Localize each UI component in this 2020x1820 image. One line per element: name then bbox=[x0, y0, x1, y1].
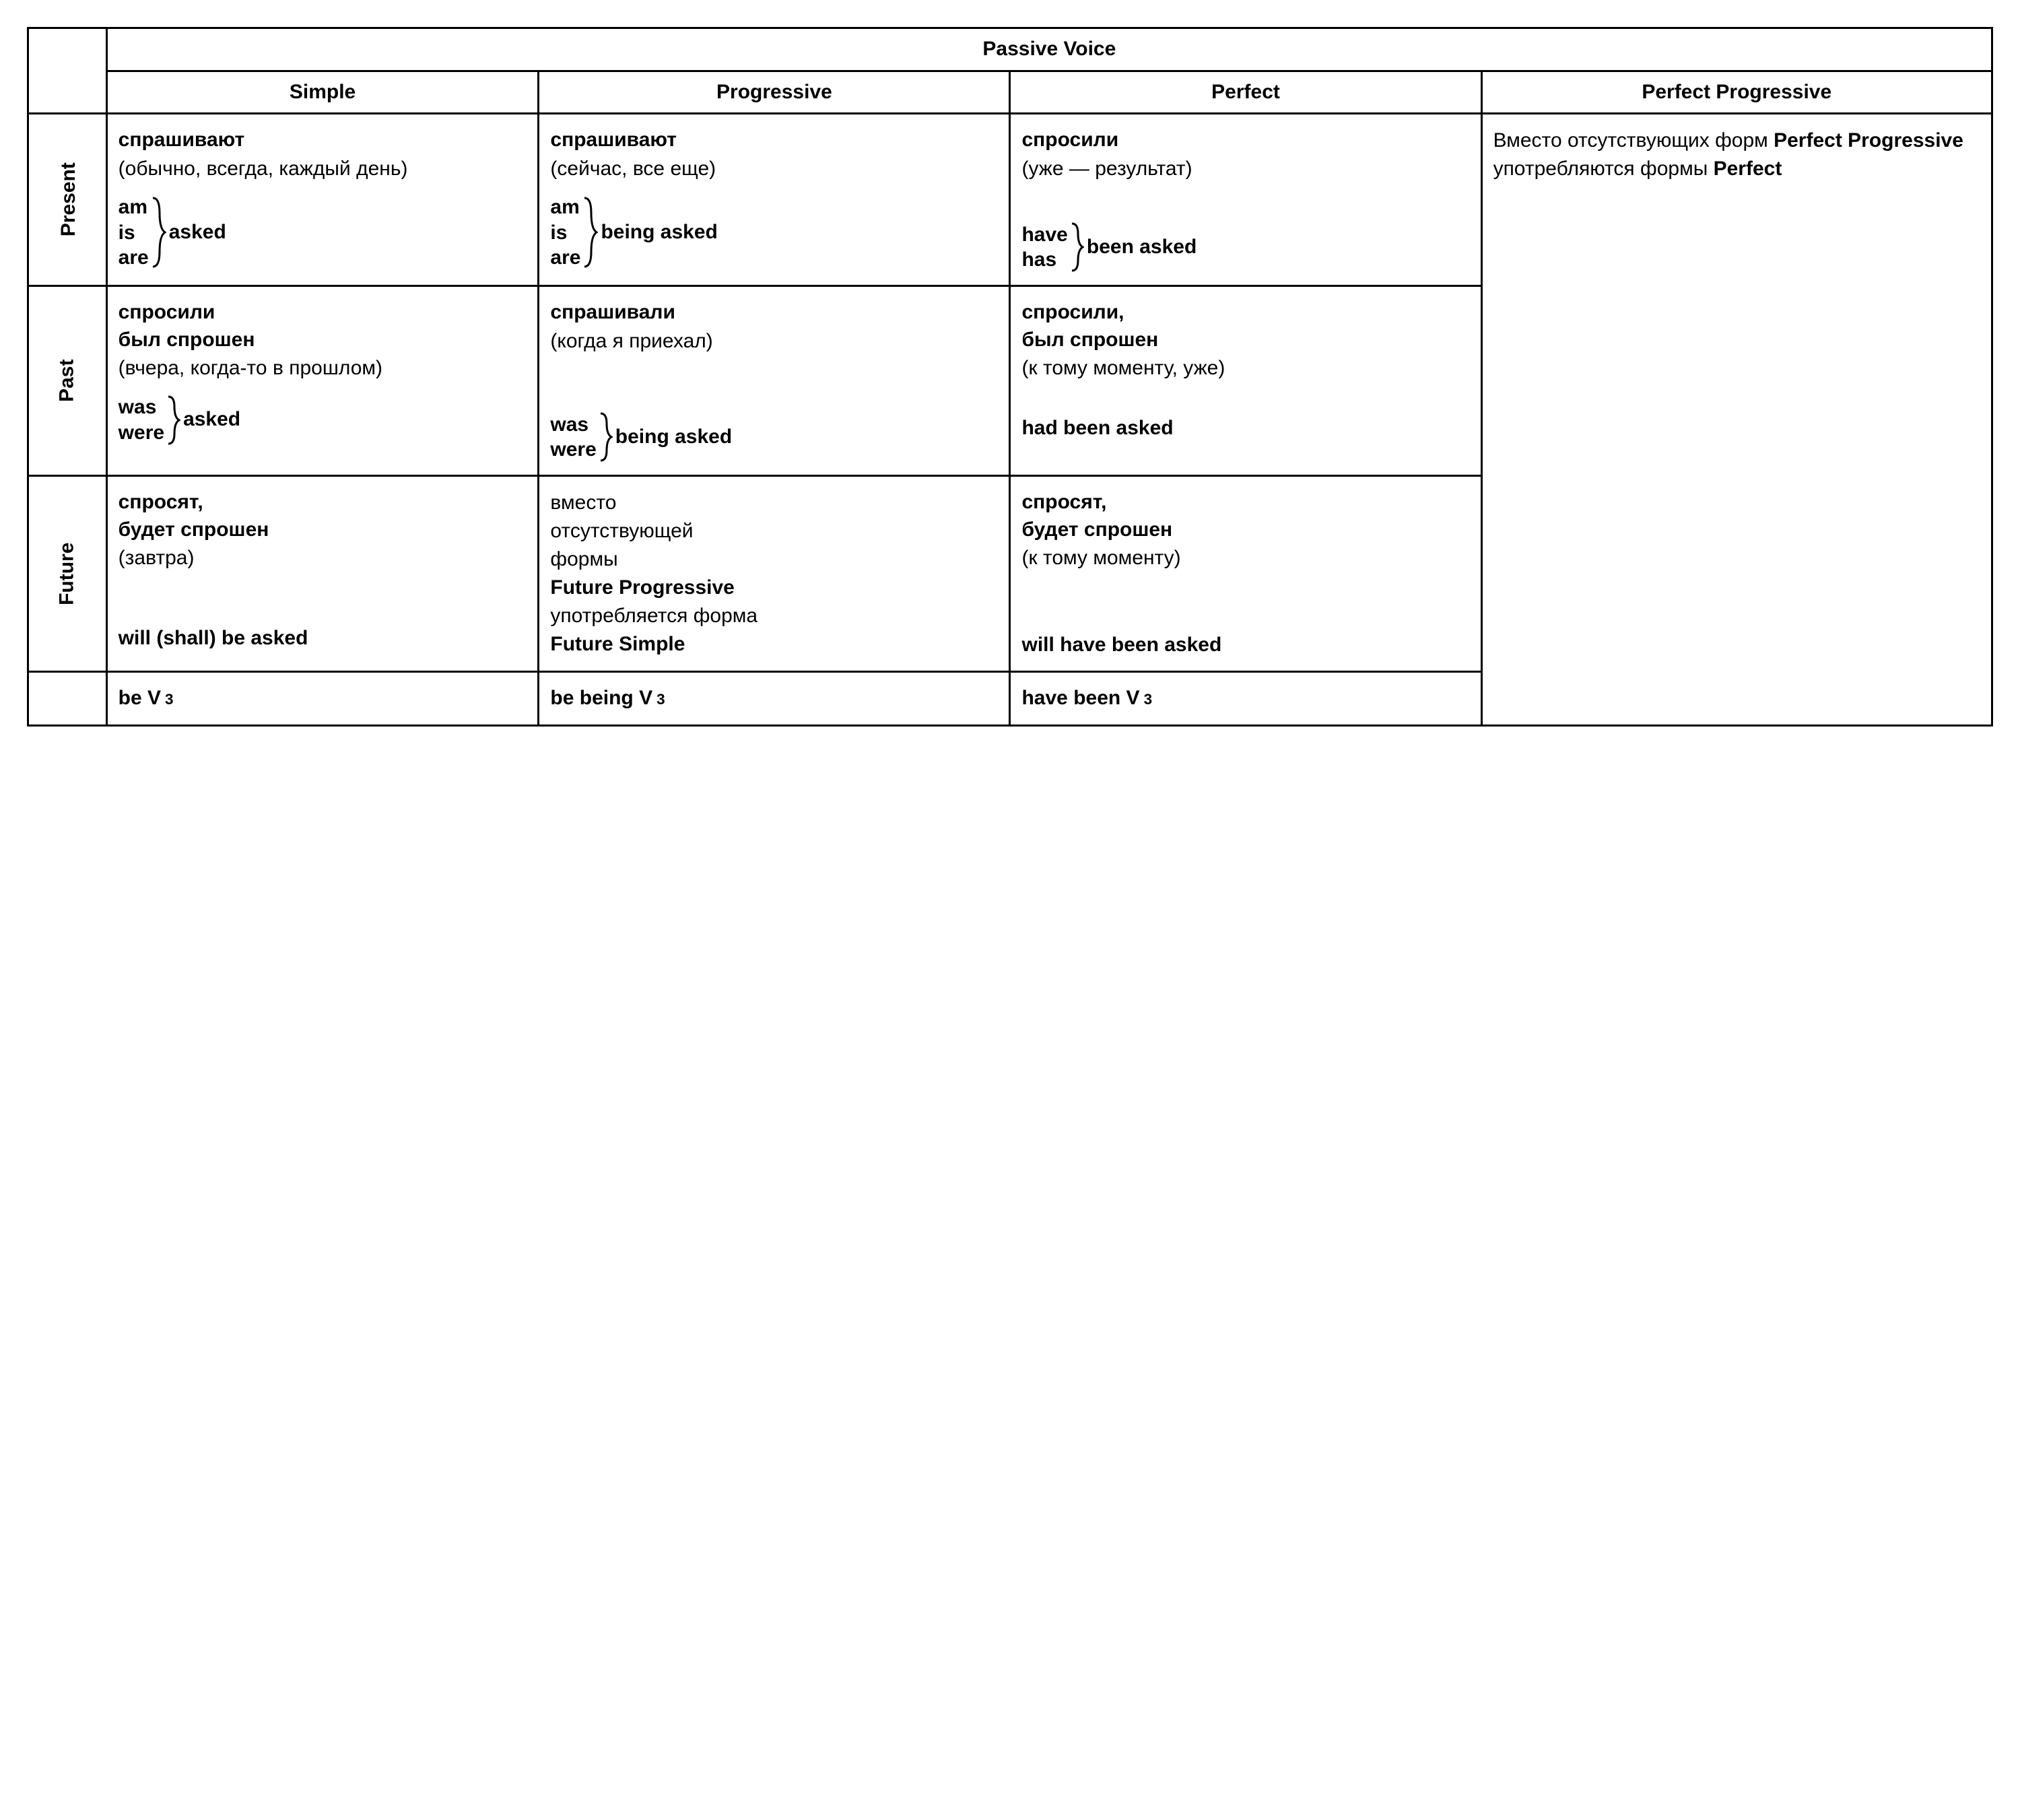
formula-simple: be V3 bbox=[106, 672, 539, 726]
ru-bold: спросили, был спрошен bbox=[1021, 299, 1469, 353]
cell-past-simple: спросили был спрошен (вчера, когда-то в … bbox=[106, 286, 539, 476]
form-tail: being asked bbox=[615, 424, 732, 451]
pp-note: Вместо отсутствующих форм Perfect Progre… bbox=[1493, 127, 1980, 183]
col-progressive: Progressive bbox=[539, 71, 1010, 114]
ru-bold: спросят, будет спрошен bbox=[1021, 489, 1469, 543]
cell-future-simple: спросят, будет спрошен (завтра) will (sh… bbox=[106, 476, 539, 672]
aux-list: was were bbox=[119, 395, 164, 445]
form-plain: will (shall) be asked bbox=[119, 627, 308, 649]
formula-progressive: be being V3 bbox=[539, 672, 1010, 726]
cell-present-perfect: спросили (уже — результат) have has been… bbox=[1010, 114, 1481, 286]
brace-icon bbox=[599, 411, 613, 463]
form-tail: asked bbox=[169, 219, 226, 246]
brace-icon bbox=[167, 395, 180, 446]
cell-past-perfect: спросили, был спрошен (к тому моменту, у… bbox=[1010, 286, 1481, 476]
form-tail: being asked bbox=[601, 219, 717, 246]
aux-list: am is are bbox=[550, 195, 580, 271]
cell-present-progressive: спрашивают (сейчас, все еще) am is are b… bbox=[539, 114, 1010, 286]
brace-icon bbox=[583, 195, 598, 269]
form-plain: will have been asked bbox=[1021, 634, 1221, 656]
form-brace: am is are being asked bbox=[550, 195, 998, 271]
row-label-formulas bbox=[28, 672, 107, 726]
col-perfect-progressive: Perfect Progressive bbox=[1481, 71, 1992, 114]
form-brace: was were asked bbox=[119, 395, 527, 446]
form-tail: been asked bbox=[1087, 234, 1197, 261]
form-brace: am is are asked bbox=[119, 195, 527, 271]
passive-voice-table: Passive Voice Simple Progressive Perfect… bbox=[27, 27, 1993, 727]
ru-bold: спрашивают bbox=[550, 127, 998, 154]
cell-present-simple: спрашивают (обычно, всегда, каждый день)… bbox=[106, 114, 539, 286]
form-brace: have has been asked bbox=[1021, 222, 1469, 273]
future-progressive-note: вместо отсутствующей формы Future Progre… bbox=[550, 489, 998, 659]
cell-future-perfect: спросят, будет спрошен (к тому моменту) … bbox=[1010, 476, 1481, 672]
ru-bold: спрашивали bbox=[550, 299, 998, 327]
form-brace: was were being asked bbox=[550, 411, 998, 463]
form-plain: had been asked bbox=[1021, 417, 1173, 439]
ru-bold: спросили bbox=[1021, 127, 1469, 154]
aux-list: have has bbox=[1021, 222, 1067, 273]
cell-perfect-progressive-note: Вместо отсутствующих форм Perfect Progre… bbox=[1481, 114, 1992, 726]
aux-list: am is are bbox=[119, 195, 149, 271]
ru-note: (завтра) bbox=[119, 545, 527, 572]
ru-note: (уже — результат) bbox=[1021, 156, 1469, 183]
ru-note: (к тому моменту) bbox=[1021, 545, 1469, 572]
ru-note: (обычно, всегда, каждый день) bbox=[119, 156, 527, 183]
brace-icon bbox=[1071, 222, 1084, 273]
form-tail: asked bbox=[183, 406, 240, 434]
aux-list: was were bbox=[550, 412, 596, 463]
row-label-future: Future bbox=[28, 476, 107, 672]
cell-future-progressive: вместо отсутствующей формы Future Progre… bbox=[539, 476, 1010, 672]
row-label-present: Present bbox=[28, 114, 107, 286]
col-simple: Simple bbox=[106, 71, 539, 114]
corner-cell bbox=[28, 28, 107, 114]
cell-past-progressive: спрашивали (когда я приехал) was were be… bbox=[539, 286, 1010, 476]
formula-perfect: have been V3 bbox=[1010, 672, 1481, 726]
brace-icon bbox=[152, 195, 166, 269]
ru-bold: спросят, будет спрошен bbox=[119, 489, 527, 543]
ru-bold: спрашивают bbox=[119, 127, 527, 154]
ru-note: (к тому моменту, уже) bbox=[1021, 355, 1469, 382]
table-title: Passive Voice bbox=[106, 28, 1992, 71]
ru-note: (вчера, когда-то в прошлом) bbox=[119, 355, 527, 382]
ru-bold: спросили был спрошен bbox=[119, 299, 527, 353]
ru-note: (когда я приехал) bbox=[550, 328, 998, 356]
col-perfect: Perfect bbox=[1010, 71, 1481, 114]
row-label-past: Past bbox=[28, 286, 107, 476]
ru-note: (сейчас, все еще) bbox=[550, 156, 998, 183]
row-present: Present спрашивают (обычно, всегда, кажд… bbox=[28, 114, 1992, 286]
